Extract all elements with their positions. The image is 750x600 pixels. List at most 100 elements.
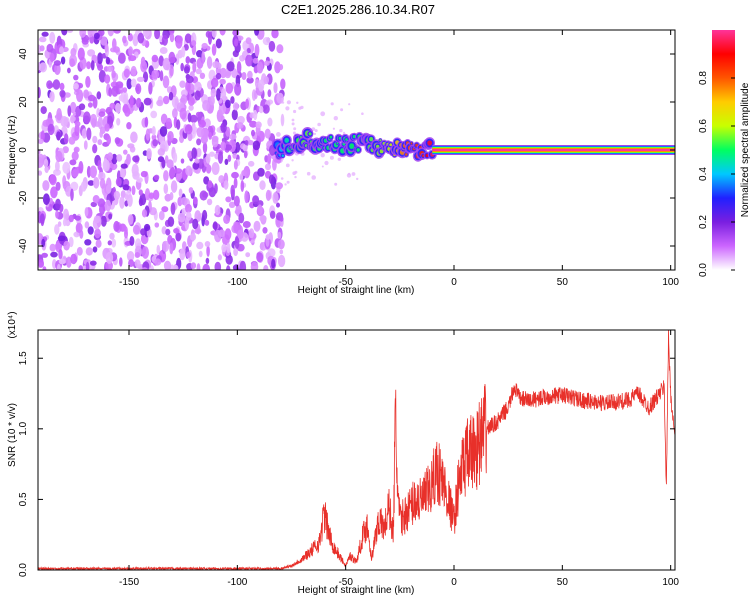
- ridge-blob: [356, 148, 360, 152]
- noise-speckle: [159, 126, 168, 137]
- noise-speckle: [255, 121, 262, 129]
- noise-speckle: [145, 128, 151, 141]
- noise-speckle: [69, 58, 75, 68]
- noise-speckle: [189, 233, 197, 241]
- noise-speckle: [114, 137, 121, 145]
- noise-speckle: [223, 180, 229, 190]
- faint-speckle: [320, 153, 325, 158]
- snr-marks: [38, 330, 675, 570]
- noise-speckle: [57, 235, 66, 242]
- faint-speckle: [342, 131, 346, 135]
- noise-speckle: [195, 68, 202, 75]
- snr-y-tick-label: 0.0: [18, 563, 29, 577]
- noise-speckle: [55, 150, 63, 163]
- noise-speckle: [162, 75, 170, 89]
- ridge-blob: [389, 143, 393, 147]
- noise-speckle: [91, 118, 97, 128]
- noise-speckle: [232, 102, 239, 111]
- noise-speckle: [269, 210, 276, 219]
- noise-speckle: [245, 252, 251, 258]
- spectrogram-y-axis-label: Frequency (Hz): [7, 116, 18, 185]
- noise-speckle: [81, 128, 88, 139]
- noise-speckle: [211, 30, 217, 38]
- noise-speckle: [196, 50, 203, 58]
- noise-speckle: [113, 30, 121, 34]
- noise-speckle: [202, 100, 210, 111]
- noise-speckle: [161, 34, 168, 46]
- noise-speckle: [254, 30, 260, 36]
- noise-speckle: [265, 234, 271, 240]
- noise-speckle: [203, 176, 210, 185]
- noise-speckle: [277, 239, 285, 250]
- noise-speckle: [49, 243, 56, 252]
- noise-speckle: [272, 192, 279, 204]
- faint-speckle: [286, 180, 290, 184]
- noise-speckle: [56, 263, 61, 270]
- noise-speckle: [159, 70, 164, 82]
- noise-speckle: [68, 136, 76, 145]
- noise-speckle: [122, 87, 128, 93]
- noise-speckle: [109, 232, 115, 240]
- noise-speckle: [215, 72, 222, 80]
- noise-speckle: [265, 189, 271, 201]
- noise-speckle: [244, 140, 249, 146]
- noise-speckle: [240, 180, 245, 192]
- noise-speckle: [205, 153, 211, 164]
- noise-speckle: [132, 224, 141, 235]
- noise-speckle: [89, 260, 97, 266]
- noise-speckle: [180, 196, 188, 206]
- noise-speckle: [165, 117, 172, 129]
- noise-speckle: [252, 140, 261, 151]
- noise-speckle: [158, 55, 164, 67]
- noise-speckle: [96, 91, 102, 100]
- noise-speckle: [192, 161, 200, 170]
- noise-speckle: [38, 87, 41, 99]
- noise-speckle: [85, 76, 91, 88]
- noise-speckle: [196, 127, 204, 138]
- noise-speckle: [86, 165, 91, 178]
- noise-speckle: [187, 150, 193, 159]
- noise-speckle: [168, 51, 176, 64]
- noise-speckle: [52, 79, 61, 90]
- snr-y-axis-label: SNR (10 * v/v): [7, 403, 18, 467]
- noise-speckle: [138, 189, 143, 196]
- noise-speckle: [106, 135, 111, 145]
- faint-speckle: [293, 109, 297, 114]
- noise-speckle: [220, 141, 226, 151]
- noise-speckle: [249, 120, 258, 128]
- noise-speckle: [128, 259, 135, 267]
- faint-speckle: [276, 132, 281, 137]
- noise-speckle: [238, 212, 245, 224]
- noise-speckle: [259, 180, 266, 191]
- faint-speckle: [293, 127, 297, 131]
- noise-speckle: [105, 251, 114, 264]
- noise-speckle: [44, 166, 49, 174]
- noise-speckle: [127, 143, 135, 149]
- noise-speckle: [234, 83, 242, 96]
- noise-speckle: [184, 124, 193, 135]
- faint-speckle: [285, 163, 290, 168]
- noise-speckle: [207, 180, 213, 189]
- noise-speckle: [198, 119, 207, 128]
- noise-speckle: [58, 248, 63, 260]
- spectrogram-y-ticks: -40 -20 0 20 40: [18, 48, 675, 253]
- noise-speckle: [38, 36, 47, 43]
- ridge-blob: [405, 153, 408, 156]
- noise-speckle: [92, 246, 98, 253]
- faint-speckle: [291, 122, 295, 126]
- snr-y-tick-label: 0.5: [18, 492, 29, 506]
- noise-speckle: [212, 221, 218, 231]
- noise-speckle: [175, 232, 182, 242]
- noise-speckle: [242, 221, 251, 228]
- noise-speckle: [167, 131, 174, 142]
- noise-speckle: [209, 95, 215, 106]
- noise-speckle: [237, 229, 244, 239]
- noise-speckle: [185, 203, 192, 213]
- faint-speckle: [320, 111, 326, 117]
- noise-speckle: [217, 254, 222, 261]
- faint-speckle: [314, 129, 318, 133]
- faint-speckle: [348, 103, 351, 106]
- noise-speckle: [244, 190, 249, 204]
- noise-speckle: [42, 266, 47, 270]
- noise-speckle: [277, 254, 286, 268]
